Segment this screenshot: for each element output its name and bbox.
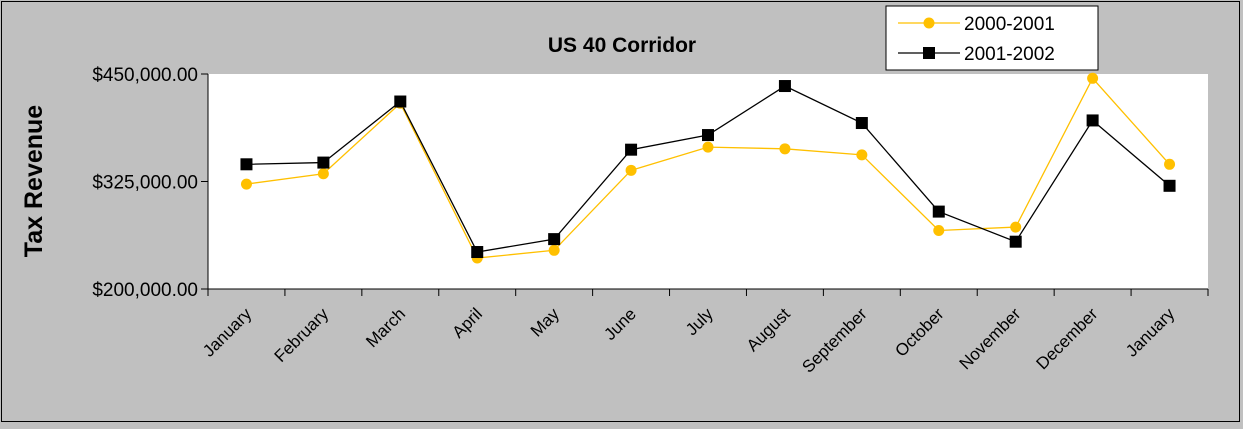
data-point <box>1163 179 1176 192</box>
y-tick-label: $200,000.00 <box>92 280 198 301</box>
data-point <box>1009 235 1022 248</box>
legend-label: 2001-2002 <box>964 44 1055 65</box>
legend-marker <box>923 17 935 29</box>
data-point <box>548 244 560 256</box>
y-tick-label: $325,000.00 <box>92 173 198 194</box>
data-point <box>1086 114 1099 127</box>
data-point <box>1087 72 1099 84</box>
data-point <box>933 225 945 237</box>
legend-label: 2000-2001 <box>964 14 1055 35</box>
chart-border <box>1 1 1240 422</box>
data-point <box>471 246 484 259</box>
y-axis-label: Tax Revenue <box>20 105 48 257</box>
data-point <box>625 143 638 156</box>
data-point <box>1164 158 1176 170</box>
legend: 2000-2001 2001-2002 <box>885 5 1099 71</box>
data-point <box>240 178 252 190</box>
data-point <box>856 149 868 161</box>
data-point <box>1010 221 1022 233</box>
data-point <box>932 205 945 218</box>
data-point <box>779 143 791 155</box>
data-point <box>702 141 714 153</box>
data-point <box>394 95 407 108</box>
y-tick-label: $450,000.00 <box>92 65 198 86</box>
data-point <box>625 164 637 176</box>
series-markers <box>240 72 1176 264</box>
plot-area <box>208 74 1208 289</box>
data-point <box>855 117 868 130</box>
data-point <box>240 158 253 171</box>
data-point <box>778 80 791 93</box>
legend-marker <box>923 47 935 59</box>
data-point <box>317 168 329 180</box>
data-point <box>548 233 561 246</box>
legend-box <box>885 5 1099 71</box>
chart-title: US 40 Corridor <box>548 34 696 57</box>
data-point <box>702 129 714 142</box>
data-point <box>317 156 330 169</box>
